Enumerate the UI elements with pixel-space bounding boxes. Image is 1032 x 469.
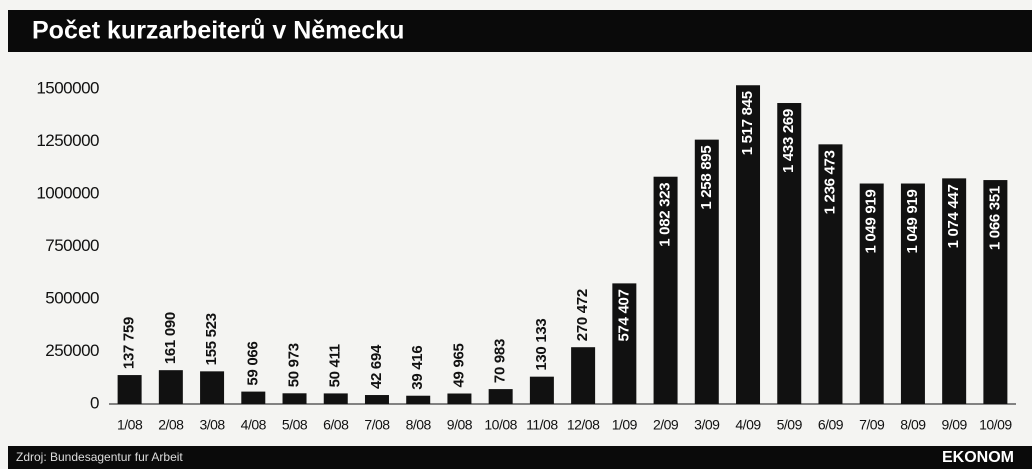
value-label: 42 694 bbox=[368, 344, 385, 389]
bar bbox=[282, 393, 307, 404]
bar bbox=[241, 391, 266, 404]
x-tick-label: 1/09 bbox=[612, 417, 638, 433]
x-tick-label: 9/09 bbox=[942, 417, 968, 433]
bar bbox=[158, 370, 183, 404]
bar bbox=[818, 144, 843, 404]
chart-title: Počet kurzarbeiterů v Německu bbox=[32, 17, 404, 45]
bar bbox=[859, 183, 884, 404]
bar bbox=[983, 180, 1008, 404]
bar bbox=[117, 375, 142, 404]
source: Zdroj: Bundesagentur fur Arbeit bbox=[16, 450, 183, 464]
x-tick-label: 4/09 bbox=[735, 417, 761, 433]
value-label: 1 049 919 bbox=[863, 190, 880, 254]
x-tick-label: 4/08 bbox=[241, 417, 267, 433]
x-tick-label: 10/09 bbox=[979, 417, 1012, 433]
value-label: 161 090 bbox=[162, 312, 179, 364]
x-tick-label: 2/08 bbox=[158, 417, 184, 433]
x-tick-label: 1/08 bbox=[117, 417, 143, 433]
bar bbox=[653, 176, 678, 404]
bar bbox=[200, 371, 225, 404]
bar bbox=[942, 178, 967, 404]
bar bbox=[488, 389, 513, 404]
x-tick-label: 10/08 bbox=[484, 417, 517, 433]
y-tick-label: 750000 bbox=[45, 236, 99, 255]
x-tick-label: 6/09 bbox=[818, 417, 844, 433]
value-label: 49 965 bbox=[450, 343, 467, 387]
y-tick-label: 1000000 bbox=[36, 183, 99, 202]
x-tick-label: 8/08 bbox=[406, 417, 432, 433]
x-tick-label: 3/08 bbox=[199, 417, 225, 433]
title-bar bbox=[8, 10, 1032, 52]
y-tick-label: 500000 bbox=[45, 288, 99, 307]
x-tick-label: 7/09 bbox=[859, 417, 885, 433]
x-tick-label: 7/08 bbox=[364, 417, 390, 433]
bar bbox=[323, 393, 348, 404]
x-tick-label: 8/09 bbox=[900, 417, 926, 433]
bar bbox=[900, 183, 925, 404]
bar bbox=[612, 283, 637, 404]
value-label: 130 133 bbox=[533, 319, 550, 371]
value-label: 1 074 447 bbox=[945, 184, 962, 248]
x-tick-label: 11/08 bbox=[526, 417, 558, 433]
value-label: 1 082 323 bbox=[657, 183, 674, 247]
x-tick-label: 2/09 bbox=[653, 417, 679, 433]
brand: EKONOM bbox=[942, 449, 1014, 466]
bar bbox=[694, 139, 719, 404]
value-label: 50 973 bbox=[285, 343, 302, 387]
x-tick-label: 9/08 bbox=[447, 417, 473, 433]
value-label: 574 407 bbox=[615, 289, 632, 341]
x-tick-label: 5/09 bbox=[777, 417, 803, 433]
y-tick-label: 250000 bbox=[45, 341, 99, 360]
footer-bar bbox=[8, 446, 1032, 469]
x-tick-label: 6/08 bbox=[323, 417, 349, 433]
x-tick-label: 12/08 bbox=[567, 417, 600, 433]
value-label: 137 759 bbox=[121, 317, 138, 369]
value-label: 1 258 895 bbox=[698, 146, 715, 210]
value-label: 1 517 845 bbox=[739, 91, 756, 155]
value-label: 1 066 351 bbox=[986, 186, 1003, 250]
x-tick-label: 3/09 bbox=[694, 417, 720, 433]
x-tick-label: 5/08 bbox=[282, 417, 308, 433]
bar bbox=[777, 103, 802, 404]
bar bbox=[447, 393, 472, 404]
value-label: 50 411 bbox=[327, 344, 344, 387]
bar bbox=[571, 347, 596, 404]
value-label: 1 433 269 bbox=[780, 109, 797, 173]
bar bbox=[364, 395, 389, 404]
bar bbox=[529, 376, 554, 404]
bar bbox=[406, 395, 431, 404]
value-label: 39 416 bbox=[409, 346, 426, 390]
value-label: 1 236 473 bbox=[821, 150, 838, 214]
value-label: 270 472 bbox=[574, 289, 591, 341]
value-label: 155 523 bbox=[203, 313, 220, 365]
y-tick-label: 1250000 bbox=[36, 131, 99, 150]
value-label: 1 049 919 bbox=[904, 190, 921, 254]
y-tick-label: 0 bbox=[90, 393, 99, 412]
value-label: 59 066 bbox=[244, 342, 261, 386]
y-tick-label: 1500000 bbox=[36, 78, 99, 97]
value-label: 70 983 bbox=[492, 339, 509, 383]
bar bbox=[736, 85, 761, 404]
